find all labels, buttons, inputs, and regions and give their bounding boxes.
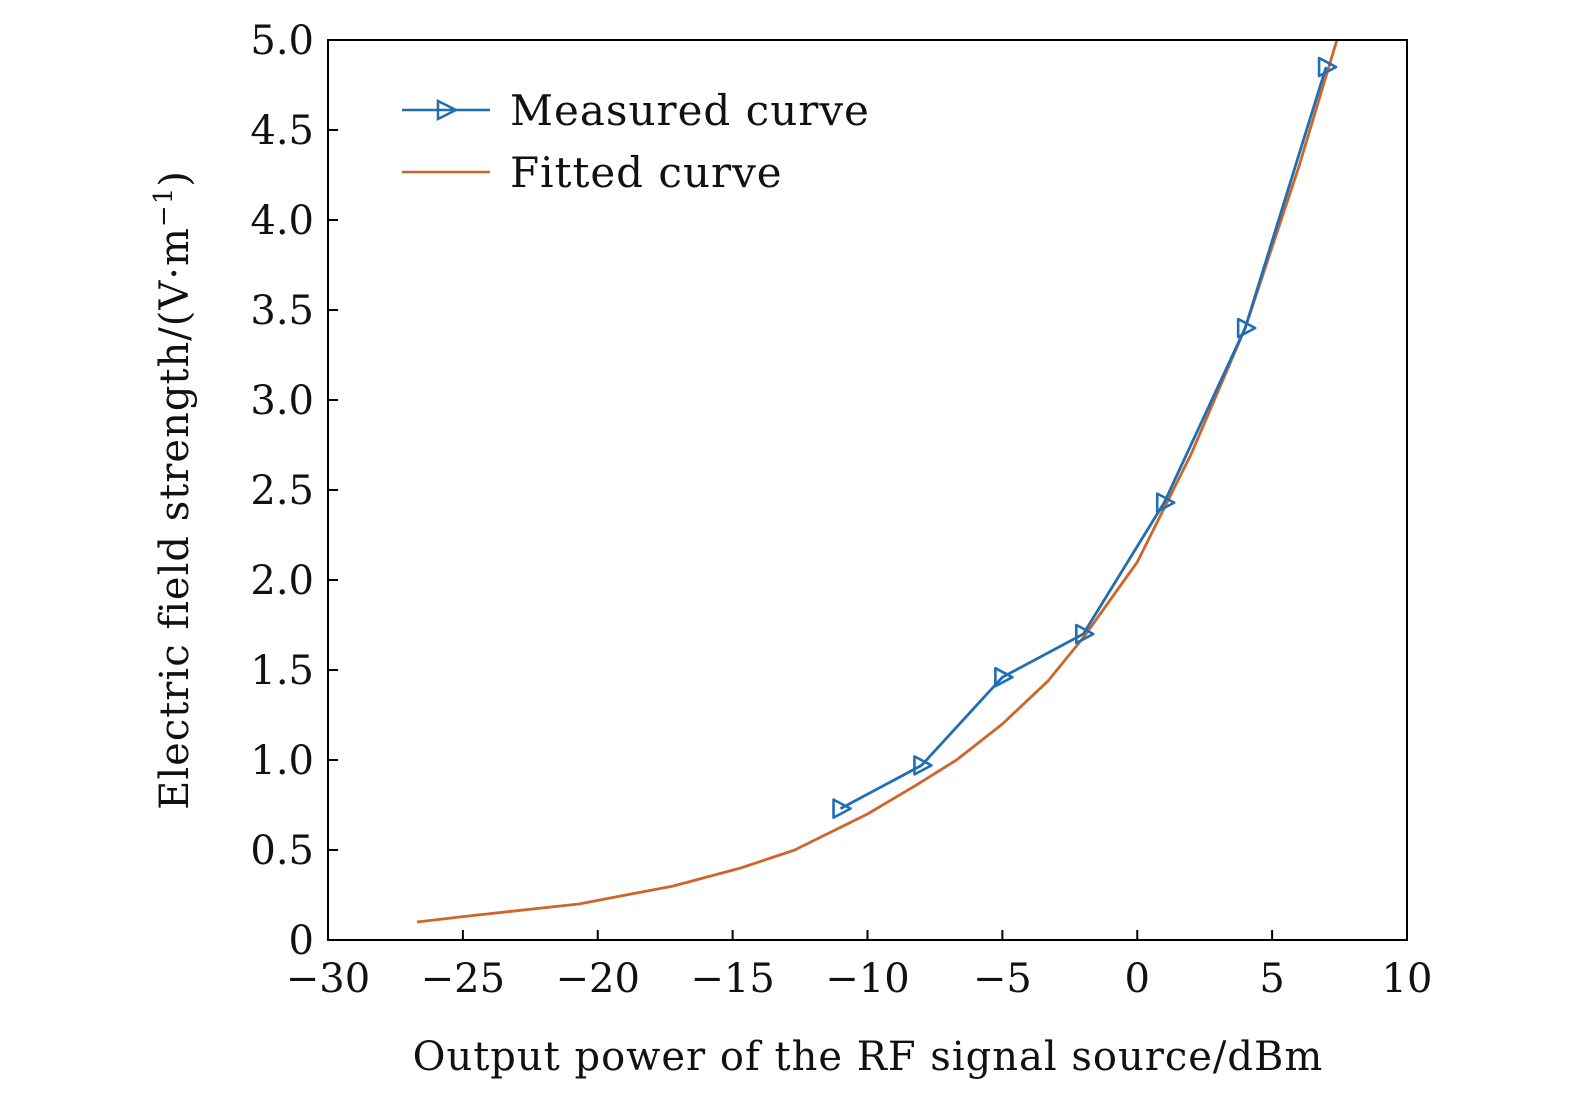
y-axis-title-main: Electric field strength/(V·m [152, 227, 198, 810]
x-tick-label: −5 [973, 956, 1032, 1002]
y-axis-title: Electric field strength/(V·m−1) [149, 170, 198, 810]
measured-point-marker [1075, 623, 1095, 645]
y-axis-title-close: ) [152, 170, 198, 187]
series-layer [416, 39, 1339, 924]
measured-point-marker [1236, 317, 1257, 339]
measured-curve-line [839, 66, 1328, 810]
y-tick-label: 2.0 [250, 558, 314, 604]
x-tick-label: −30 [286, 956, 370, 1002]
legend-fitted-label: Fitted curve [510, 148, 783, 197]
x-tick-label: −15 [690, 956, 774, 1002]
legend: Measured curve Fitted curve [402, 86, 870, 197]
y-tick-label: 0 [289, 918, 314, 964]
measured-point-marker [913, 755, 933, 776]
x-axis-title: Output power of the RF signal source/dBm [413, 1034, 1324, 1080]
measured-point-marker [1317, 56, 1338, 78]
y-tick-label: 5.0 [250, 18, 314, 64]
x-tick-label: −10 [825, 956, 909, 1002]
y-tick-label: 2.5 [250, 468, 314, 514]
measured-point-marker [1155, 492, 1176, 513]
y-tick-label: 4.0 [250, 198, 314, 244]
y-tick-label: 1.5 [250, 648, 314, 694]
plot-frame [327, 39, 1408, 941]
y-tick-label: 0.5 [250, 828, 314, 874]
x-tick-label: −25 [421, 956, 505, 1002]
y-tick-label: 3.5 [250, 288, 314, 334]
y-tick-label: 1.0 [250, 738, 314, 784]
y-axis-ticks: 0 0.5 1.0 1.5 2.0 2.5 3.0 3.5 4.0 4.5 5.0 [250, 18, 338, 964]
y-axis-title-superscript: −1 [149, 187, 179, 227]
legend-measured-label: Measured curve [510, 86, 870, 135]
x-tick-label: 5 [1259, 956, 1284, 1002]
legend-measured-marker [436, 98, 459, 122]
y-tick-label: 4.5 [250, 108, 314, 154]
x-axis-ticks: −30 −25 −20 −15 −10 −5 0 5 10 [286, 930, 1433, 1002]
measured-point-marker [832, 798, 852, 819]
measured-point-marker [994, 666, 1014, 688]
x-tick-label: 0 [1125, 956, 1150, 1002]
x-tick-label: −20 [556, 956, 640, 1002]
y-tick-label: 3.0 [250, 378, 314, 424]
x-tick-label: 10 [1382, 956, 1433, 1002]
